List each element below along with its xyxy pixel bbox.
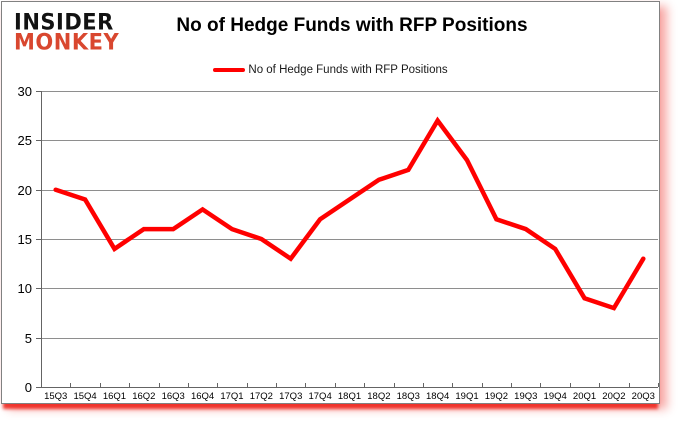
x-axis-label: 17Q1 <box>220 391 243 402</box>
x-axis-label: 20Q3 <box>632 391 655 402</box>
y-axis-label: 0 <box>25 380 32 395</box>
x-axis-label: 19Q2 <box>485 391 508 402</box>
series-line <box>53 116 646 311</box>
x-axis-label: 16Q3 <box>162 391 185 402</box>
x-axis-label: 17Q3 <box>279 391 302 402</box>
logo-word-insider: INSIDER <box>14 9 114 35</box>
x-axis-label: 17Q4 <box>308 391 331 402</box>
y-axis-label: 30 <box>18 84 32 99</box>
y-axis-label: 15 <box>18 232 32 247</box>
legend-label: No of Hedge Funds with RFP Positions <box>248 64 448 76</box>
x-axis-label: 18Q3 <box>397 391 420 402</box>
x-axis-label: 16Q1 <box>103 391 126 402</box>
x-axis-label: 15Q4 <box>73 391 96 402</box>
chart-card: INSIDER MONKEY No of Hedge Funds with RF… <box>1 1 660 404</box>
insider-monkey-logo: INSIDER MONKEY <box>14 9 120 55</box>
y-axis-label: 20 <box>18 183 32 198</box>
x-axis-label: 18Q4 <box>426 391 449 402</box>
chart-legend: No of Hedge Funds with RFP Positions <box>2 63 659 77</box>
x-axis-label: 19Q3 <box>514 391 537 402</box>
x-axis-label: 19Q1 <box>455 391 478 402</box>
logo-word-monkey: MONKEY <box>14 29 120 55</box>
x-axis-label: 16Q4 <box>191 391 214 402</box>
x-axis-label: 18Q2 <box>367 391 390 402</box>
legend-line-marker <box>213 68 246 72</box>
x-axis-label: 17Q2 <box>250 391 273 402</box>
line-chart: 0 5 10 15 20 25 30 15Q3 15Q4 16Q1 16Q2 16Q3 16Q4 17Q1… <box>18 84 659 402</box>
x-axis-label: 20Q2 <box>602 391 625 402</box>
y-axis-label: 25 <box>18 133 32 148</box>
chart-title: No of Hedge Funds with RFP Positions <box>176 15 528 36</box>
x-axis-label: 19Q4 <box>544 391 567 402</box>
x-axis-label: 15Q3 <box>44 391 67 402</box>
x-axis-label: 20Q1 <box>573 391 596 402</box>
x-axis-label: 18Q1 <box>338 391 361 402</box>
y-axis-label: 5 <box>25 331 32 346</box>
x-axis-label: 16Q2 <box>132 391 155 402</box>
y-axis-label: 10 <box>18 281 32 296</box>
